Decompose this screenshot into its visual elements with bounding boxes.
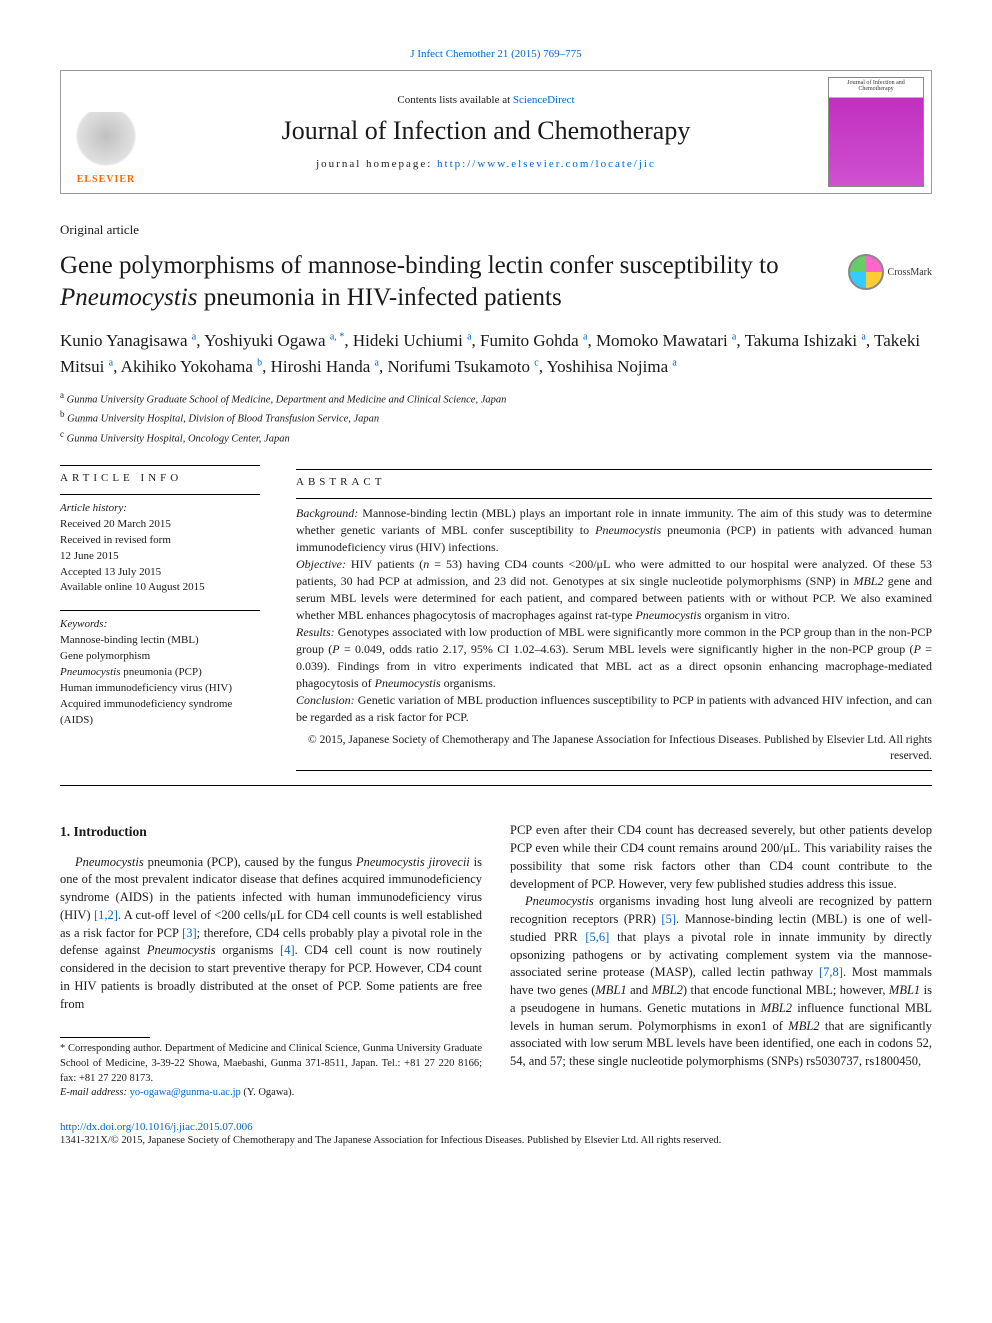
elsevier-label: ELSEVIER: [77, 174, 136, 185]
journal-cover-thumbnail: Journal of Infection and Chemotherapy: [828, 77, 924, 187]
affiliations: a Gunma University Graduate School of Me…: [60, 389, 932, 447]
header-center: Contents lists available at ScienceDirec…: [151, 71, 821, 193]
page-container: J Infect Chemother 21 (2015) 769–775 ELS…: [0, 0, 992, 1186]
article-info-column: ARTICLE INFO Article history: Received 2…: [60, 463, 260, 778]
doi-link[interactable]: http://dx.doi.org/10.1016/j.jiac.2015.07…: [60, 1121, 253, 1133]
author-list: Kunio Yanagisawa a, Yoshiyuki Ogawa a, *…: [60, 328, 932, 379]
sciencedirect-link[interactable]: ScienceDirect: [513, 94, 575, 106]
corr-text: * Corresponding author. Department of Me…: [60, 1042, 482, 1086]
title-pre: Gene polymorphisms of mannose-binding le…: [60, 252, 779, 279]
journal-cover-block: Journal of Infection and Chemotherapy: [821, 71, 931, 193]
email-label: E-mail address:: [60, 1087, 127, 1098]
email-link[interactable]: yo-ogawa@gunma-u.ac.jp: [130, 1087, 241, 1098]
intro-paragraph-1: Pneumocystis pneumonia (PCP), caused by …: [60, 854, 482, 1014]
journal-title: Journal of Infection and Chemotherapy: [282, 116, 691, 146]
title-italic: Pneumocystis: [60, 284, 197, 311]
article-title: Gene polymorphisms of mannose-binding le…: [60, 250, 832, 314]
crossmark-label: CrossMark: [888, 267, 932, 278]
contents-line: Contents lists available at ScienceDirec…: [397, 94, 574, 106]
abstract-heading: ABSTRACT: [296, 476, 932, 488]
keywords-block: Keywords: Mannose-binding lectin (MBL)Ge…: [60, 617, 260, 729]
footnote-separator: [60, 1037, 150, 1038]
journal-homepage: journal homepage: http://www.elsevier.co…: [316, 158, 656, 170]
elsevier-tree-icon: [76, 112, 136, 172]
citation-link[interactable]: J Infect Chemother 21 (2015) 769–775: [410, 48, 581, 60]
section-divider: [60, 785, 932, 786]
corresponding-footnote: * Corresponding author. Department of Me…: [60, 1042, 482, 1101]
title-row: Gene polymorphisms of mannose-binding le…: [60, 250, 932, 314]
journal-header-box: ELSEVIER Contents lists available at Sci…: [60, 70, 932, 194]
title-post: pneumonia in HIV-infected patients: [197, 284, 561, 311]
crossmark-badge[interactable]: CrossMark: [848, 254, 932, 290]
article-history: Article history: Received 20 March 2015R…: [60, 501, 260, 597]
article-type: Original article: [60, 222, 932, 238]
email-line: E-mail address: yo-ogawa@gunma-u.ac.jp (…: [60, 1086, 482, 1101]
contents-prefix: Contents lists available at: [397, 94, 512, 106]
doi-line: http://dx.doi.org/10.1016/j.jiac.2015.07…: [60, 1121, 932, 1133]
homepage-link[interactable]: http://www.elsevier.com/locate/jic: [437, 158, 656, 170]
email-suffix: (Y. Ogawa).: [241, 1087, 294, 1098]
body-column-left: 1. Introduction Pneumocystis pneumonia (…: [60, 822, 482, 1101]
intro-paragraph-3: Pneumocystis organisms invading host lun…: [510, 893, 932, 1071]
homepage-prefix: journal homepage:: [316, 158, 437, 170]
crossmark-icon: [848, 254, 884, 290]
intro-heading: 1. Introduction: [60, 822, 482, 841]
keywords-label: Keywords:: [60, 617, 260, 633]
elsevier-logo-block: ELSEVIER: [61, 71, 151, 193]
abstract-column: ABSTRACT Background: Mannose-binding lec…: [296, 463, 932, 778]
history-label: Article history:: [60, 501, 260, 517]
abstract-body: Background: Mannose-binding lectin (MBL)…: [296, 505, 932, 726]
info-abstract-row: ARTICLE INFO Article history: Received 2…: [60, 463, 932, 778]
copyright-footer: 1341-321X/© 2015, Japanese Society of Ch…: [60, 1135, 932, 1146]
body-columns: 1. Introduction Pneumocystis pneumonia (…: [60, 822, 932, 1101]
article-info-heading: ARTICLE INFO: [60, 472, 260, 484]
abstract-copyright: © 2015, Japanese Society of Chemotherapy…: [296, 732, 932, 764]
intro-paragraph-2: PCP even after their CD4 count has decre…: [510, 822, 932, 893]
citation-line: J Infect Chemother 21 (2015) 769–775: [60, 48, 932, 60]
body-column-right: PCP even after their CD4 count has decre…: [510, 822, 932, 1101]
